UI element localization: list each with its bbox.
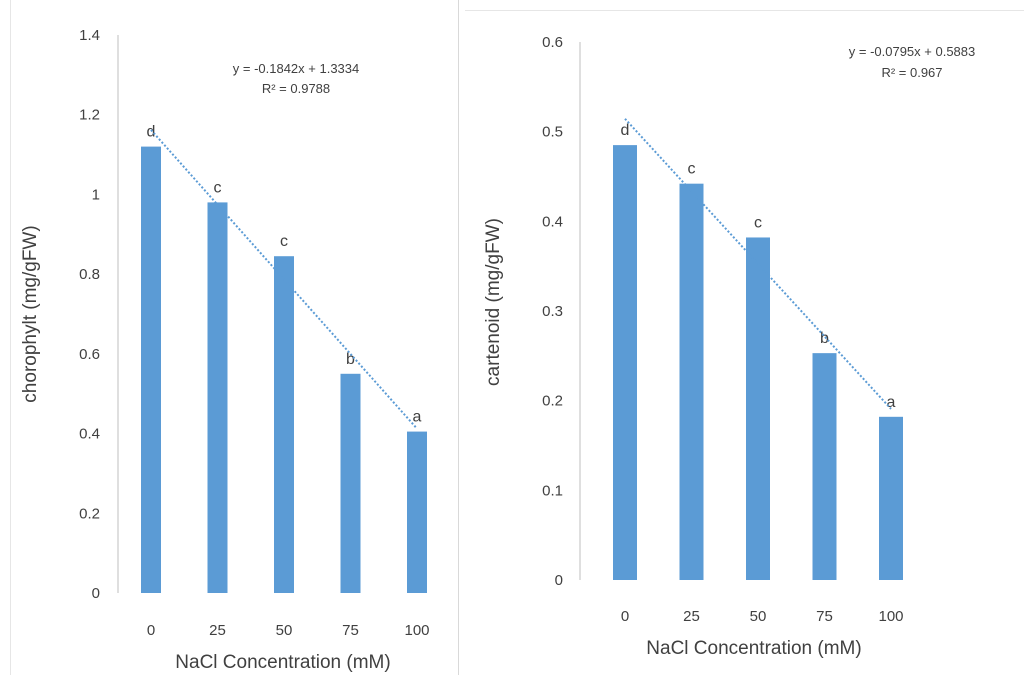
significance-letter: d [621,122,630,139]
trendline [624,118,892,410]
bar-50 [746,237,770,580]
bar-0 [613,145,637,580]
bar-25 [679,183,704,580]
y-tick-label: 0.2 [542,393,563,410]
significance-letter: c [280,233,288,250]
y-tick-label: 0.6 [79,346,100,363]
x-tick-label: 25 [683,608,700,625]
panel-divider [458,0,459,675]
bar-100 [407,431,427,593]
x-tick-label: 0 [621,608,629,625]
y-tick-label: 0.4 [79,426,100,443]
y-tick-label: 0 [555,572,563,589]
x-tick-label: 50 [276,622,293,639]
bar-25 [207,202,228,593]
x-axis-title: NaCl Concentration (mM) [646,638,861,659]
significance-letter: a [413,409,422,426]
bar-100 [879,416,903,580]
y-tick-label: 0.2 [79,505,100,522]
bar-75 [340,373,361,593]
trendline-r2: R² = 0.967 [881,65,942,80]
significance-letter: b [820,330,829,347]
x-tick-label: 75 [342,622,359,639]
significance-letter: c [688,161,696,178]
bar-0 [141,146,161,593]
y-tick-label: 0.5 [542,124,563,141]
y-tick-label: 0.6 [542,34,563,51]
y-tick-label: 0.8 [79,266,100,283]
y-tick-label: 0.4 [542,213,563,230]
y-tick-label: 1 [92,186,100,203]
left-panel-border [10,0,11,675]
x-tick-label: 100 [878,608,903,625]
y-tick-label: 0.1 [542,482,563,499]
y-axis-title: cartenoid (mg/gFW) [483,218,504,386]
trendline-equation: y = -0.1842x + 1.3334 [233,61,359,76]
x-tick-label: 100 [404,622,429,639]
right-panel-border [465,10,1024,11]
x-tick-label: 25 [209,622,226,639]
x-tick-label: 75 [816,608,833,625]
y-tick-label: 1.2 [79,107,100,124]
significance-letter: a [887,394,896,411]
significance-letter: c [214,179,222,196]
significance-letter: b [346,351,355,368]
significance-letter: d [147,124,156,141]
x-tick-label: 0 [147,622,155,639]
trendline-r2: R² = 0.9788 [262,81,330,96]
bar-50 [274,256,294,593]
trendline-equation: y = -0.0795x + 0.5883 [849,44,975,59]
y-tick-label: 1.4 [79,27,100,44]
x-axis-title: NaCl Concentration (mM) [175,652,390,673]
y-axis-title: chorophylt (mg/gFW) [20,225,41,402]
bar-75 [812,353,837,580]
trendline [150,129,418,430]
x-tick-label: 50 [750,608,767,625]
significance-letter: c [754,214,762,231]
y-tick-label: 0.3 [542,303,563,320]
y-tick-label: 0 [92,585,100,602]
